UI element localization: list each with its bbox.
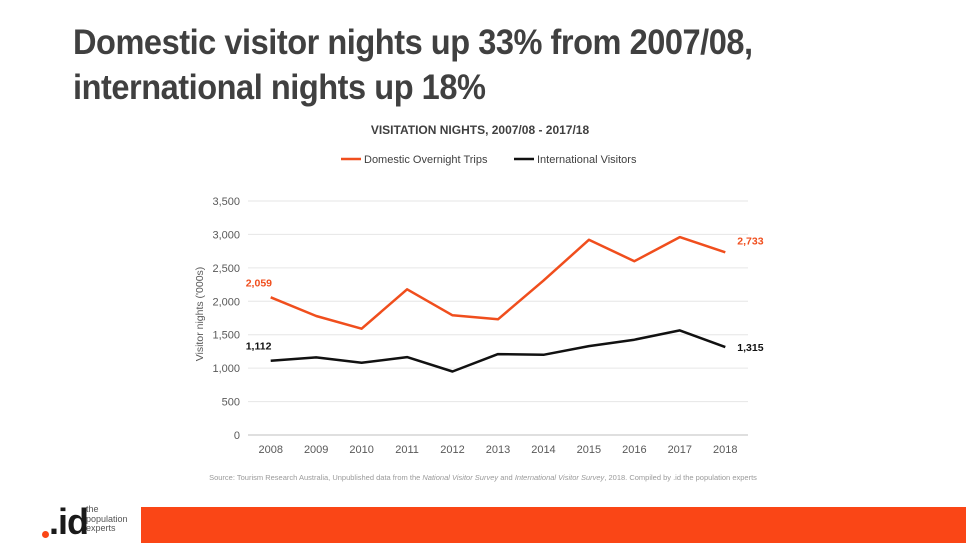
y-tick-label: 3,500 bbox=[212, 196, 240, 208]
data-label-start: 1,112 bbox=[246, 341, 272, 353]
x-tick-label: 2011 bbox=[395, 444, 419, 456]
data-label-end: 2,733 bbox=[737, 235, 763, 247]
x-tick-label: 2017 bbox=[668, 444, 692, 456]
slide-title-line-2: international nights up 18% bbox=[73, 68, 486, 107]
slide-title: Domestic visitor nights up 33% from 2007… bbox=[73, 20, 873, 110]
source-text-a: Source: Tourism Research Australia, Unpu… bbox=[209, 473, 423, 482]
line-chart: VISITATION NIGHTS, 2007/08 - 2017/18 Dom… bbox=[194, 123, 764, 456]
y-tick-label: 0 bbox=[234, 430, 240, 442]
source-text-d: International Visitor Survey bbox=[514, 473, 605, 482]
y-tick-label: 1,000 bbox=[212, 363, 240, 375]
y-tick-label: 2,500 bbox=[212, 263, 240, 275]
x-tick-label: 2013 bbox=[486, 444, 510, 456]
logo-wordmark: .id bbox=[49, 501, 89, 542]
data-label-start: 2,059 bbox=[246, 277, 272, 289]
y-tick-labels: 0 500 1,000 1,500 2,000 2,500 3,000 3,500 bbox=[212, 196, 240, 442]
x-tick-label: 2012 bbox=[440, 444, 464, 456]
source-text-e: , 2018. Compiled by .id the population e… bbox=[604, 473, 757, 482]
x-tick-label: 2009 bbox=[304, 444, 328, 456]
x-tick-label: 2015 bbox=[577, 444, 601, 456]
legend: Domestic Overnight Trips International V… bbox=[341, 154, 637, 166]
x-tick-labels: 2008 2009 2010 2011 2012 2013 2014 2015 2016 2017… bbox=[258, 444, 737, 456]
y-axis-label: Visitor nights ('000s) bbox=[194, 267, 206, 362]
y-tick-label: 1,500 bbox=[212, 330, 240, 342]
source-text-b: National Visitor Survey bbox=[422, 473, 499, 482]
legend-label-domestic: Domestic Overnight Trips bbox=[364, 154, 488, 166]
y-tick-label: 2,000 bbox=[212, 296, 240, 308]
data-labels: 2,059 2,733 1,112 1,315 bbox=[246, 235, 764, 354]
series-line-domestic bbox=[270, 235, 726, 330]
chart-title: VISITATION NIGHTS, 2007/08 - 2017/18 bbox=[371, 123, 590, 137]
series-line-international bbox=[270, 329, 726, 373]
id-logo: .id the population experts bbox=[42, 500, 137, 542]
series-lines bbox=[270, 235, 726, 373]
gridlines bbox=[248, 200, 748, 436]
x-tick-label: 2018 bbox=[713, 444, 737, 456]
logo-tagline-line-1: the bbox=[86, 504, 99, 514]
legend-label-international: International Visitors bbox=[537, 154, 637, 166]
y-tick-label: 500 bbox=[222, 397, 240, 409]
logo-tagline-line-2: population bbox=[86, 513, 128, 524]
data-label-end: 1,315 bbox=[737, 342, 763, 354]
x-tick-label: 2008 bbox=[258, 444, 282, 456]
logo-tagline: the population experts bbox=[86, 504, 146, 534]
logo-dot bbox=[42, 531, 49, 538]
x-tick-label: 2010 bbox=[349, 444, 373, 456]
y-tick-label: 3,000 bbox=[212, 229, 240, 241]
slide-title-line-1: Domestic visitor nights up 33% from 2007… bbox=[73, 23, 753, 62]
footer-accent-bar bbox=[141, 507, 966, 543]
source-note: Source: Tourism Research Australia, Unpu… bbox=[0, 473, 966, 482]
x-tick-label: 2016 bbox=[622, 444, 646, 456]
source-text-c: and bbox=[498, 473, 515, 482]
x-tick-label: 2014 bbox=[531, 444, 555, 456]
logo-tagline-line-3: experts bbox=[86, 523, 116, 533]
